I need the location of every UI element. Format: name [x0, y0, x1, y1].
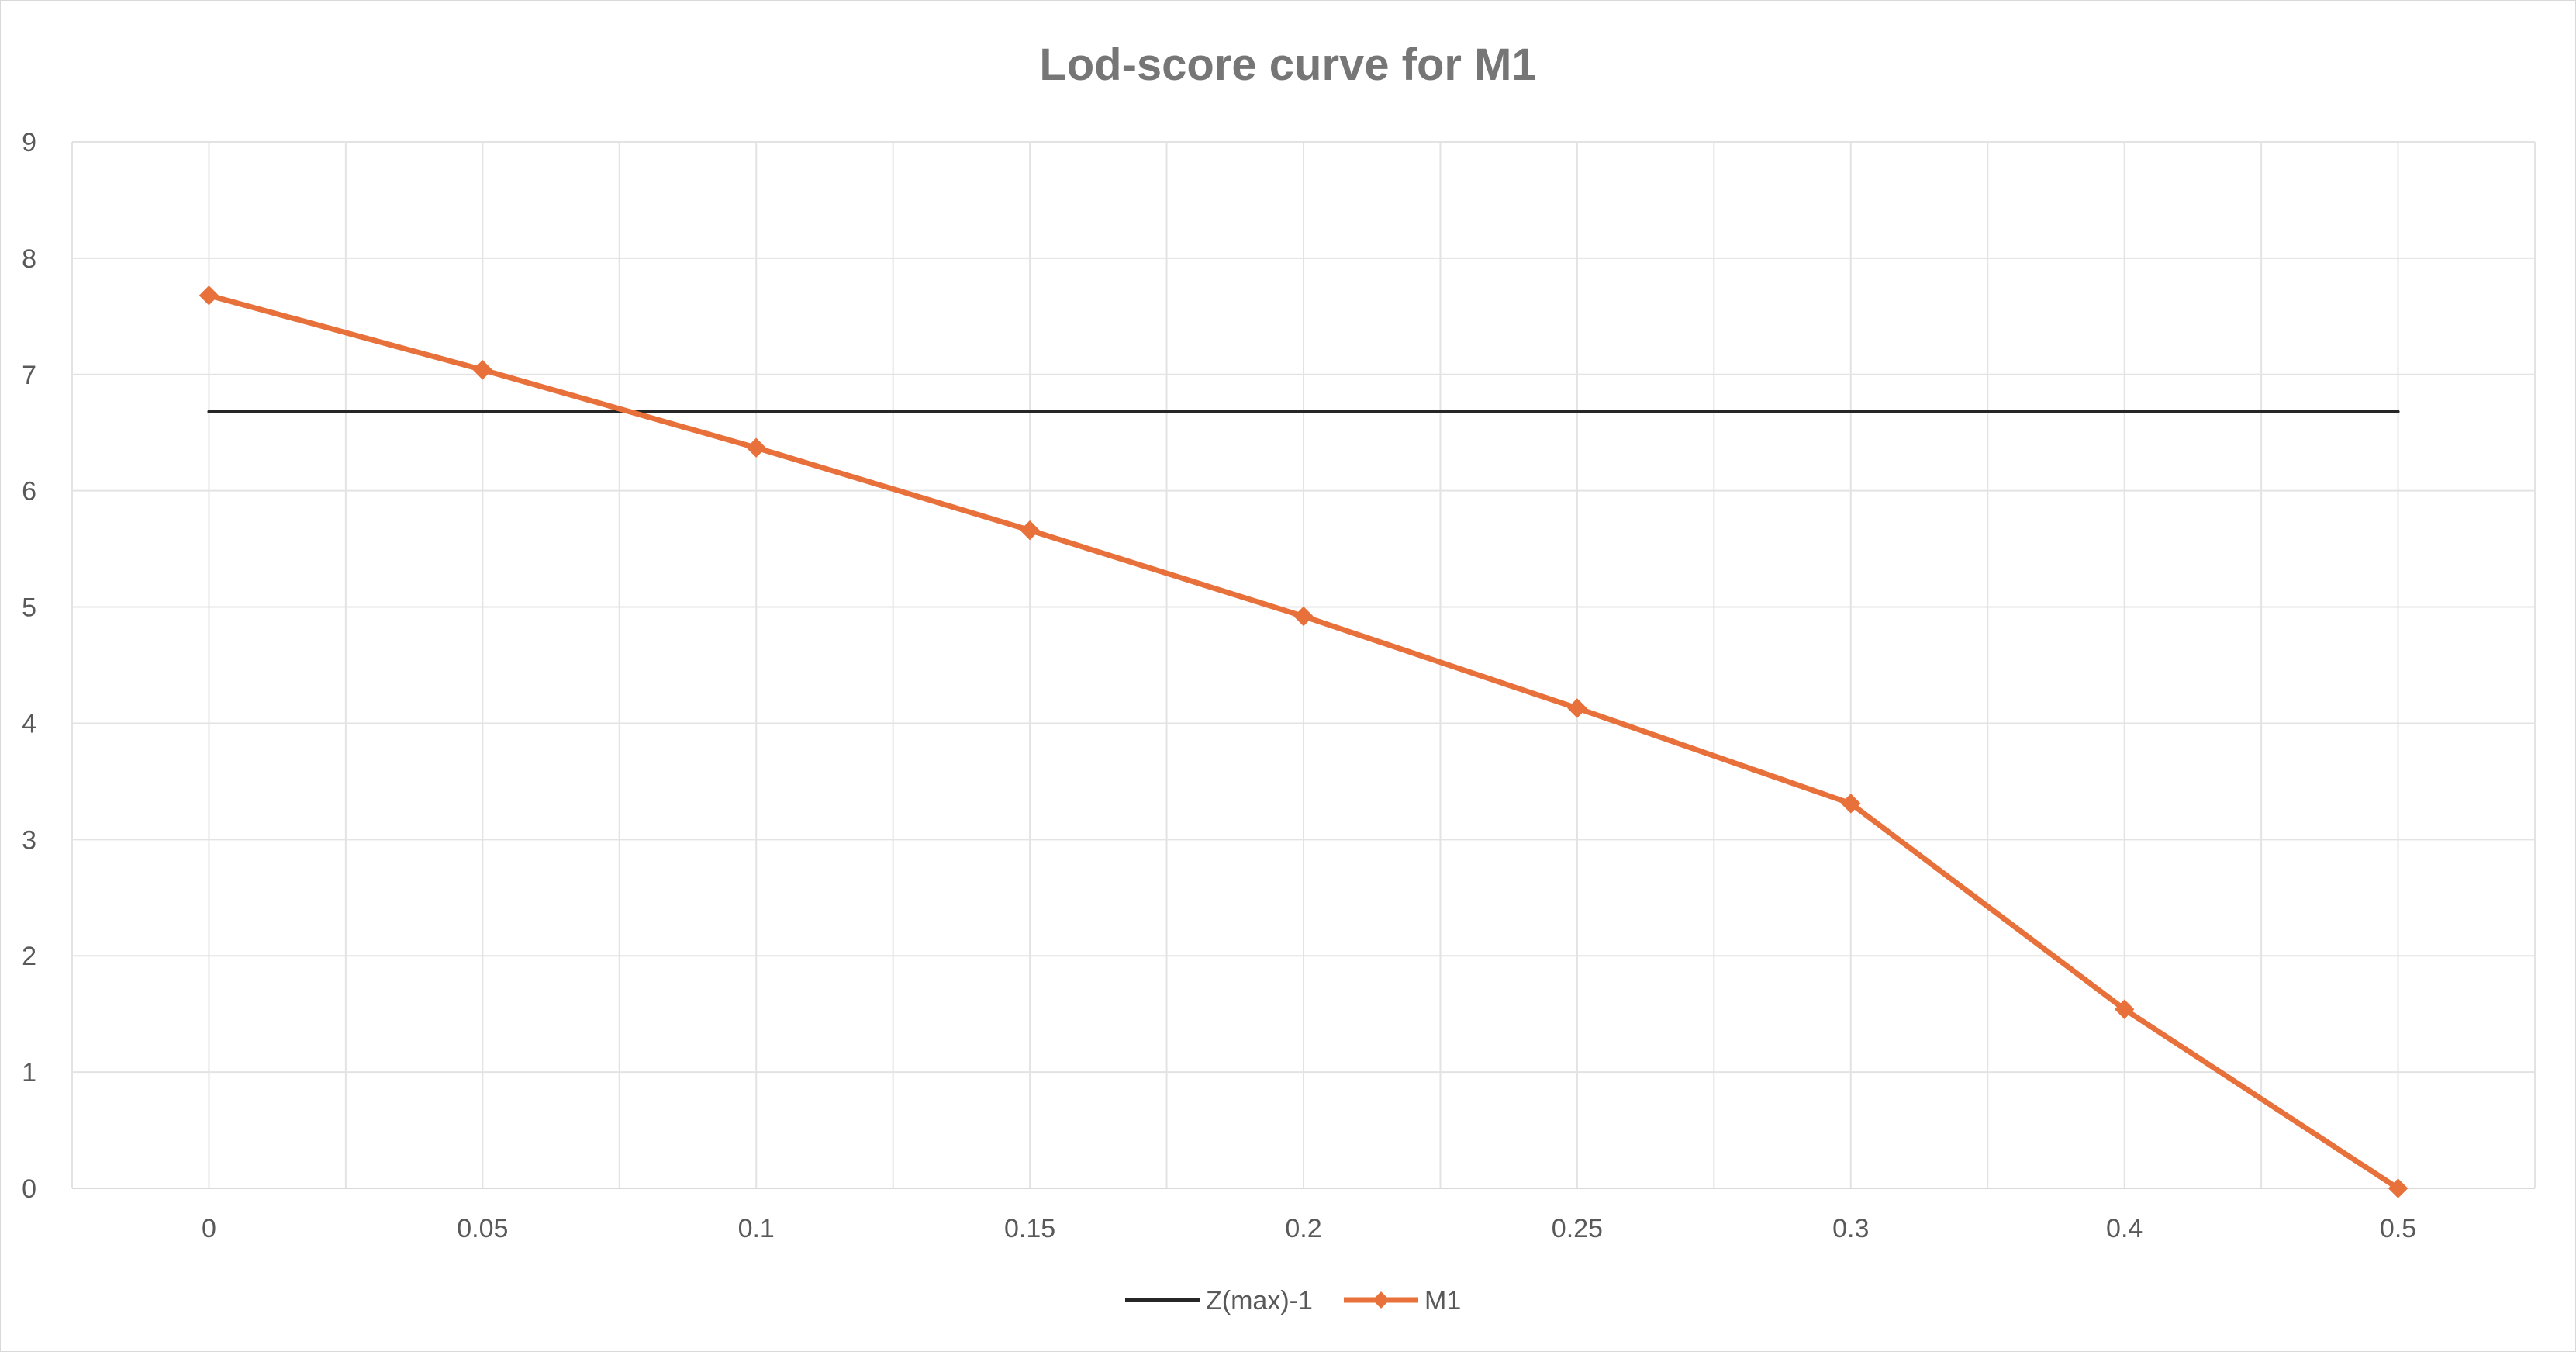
chart-title: Lod-score curve for M1 — [1039, 40, 1536, 90]
legend: Z(max)-1 M1 — [1125, 1286, 1461, 1316]
data-point-marker — [2114, 999, 2135, 1019]
x-tick-label: 0.5 — [2380, 1214, 2416, 1243]
data-point-marker — [1020, 520, 1040, 541]
y-tick-label: 9 — [22, 128, 36, 157]
y-tick-label: 3 — [22, 825, 36, 855]
x-tick-label: 0.3 — [1832, 1214, 1869, 1243]
y-tick-label: 0 — [22, 1174, 36, 1204]
x-tick-label: 0.25 — [1552, 1214, 1603, 1243]
x-tick-label: 0.05 — [457, 1214, 508, 1243]
y-axis-tick-labels: 0 1 2 3 4 5 6 7 8 9 — [22, 128, 36, 1204]
x-tick-label: 0.15 — [1004, 1214, 1055, 1243]
legend-label-2: M1 — [1424, 1286, 1461, 1316]
y-tick-label: 8 — [22, 244, 36, 274]
y-tick-label: 2 — [22, 942, 36, 971]
data-point-marker — [472, 360, 493, 380]
legend-label-1: Z(max)-1 — [1206, 1286, 1313, 1316]
data-point-marker — [746, 437, 766, 458]
y-tick-label: 6 — [22, 477, 36, 507]
x-tick-label: 0 — [202, 1214, 216, 1243]
data-point-marker — [1841, 794, 1861, 814]
data-point-marker — [1293, 606, 1314, 627]
gridlines — [71, 141, 2536, 1188]
x-axis-tick-labels: 0 0.05 0.1 0.15 0.2 0.25 0.3 0.4 0.5 — [202, 1214, 2416, 1243]
data-point-marker — [199, 285, 219, 306]
legend-marker-icon — [1373, 1291, 1390, 1309]
data-point-marker — [1567, 698, 1587, 718]
x-tick-label: 0.2 — [1285, 1214, 1321, 1243]
data-point-marker — [2388, 1178, 2409, 1198]
y-tick-label: 1 — [22, 1058, 36, 1087]
x-tick-label: 0.1 — [738, 1214, 775, 1243]
series-lines — [199, 285, 2409, 1198]
y-tick-label: 5 — [22, 593, 36, 623]
y-tick-label: 7 — [22, 361, 36, 390]
y-tick-label: 4 — [22, 709, 36, 738]
x-tick-label: 0.4 — [2106, 1214, 2143, 1243]
